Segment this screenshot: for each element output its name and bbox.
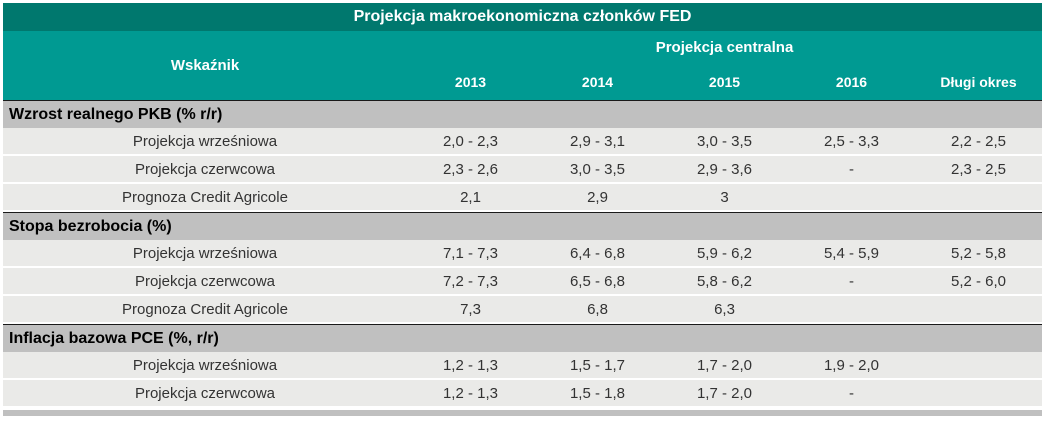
header-row-group: Wskaźnik Projekcja centralna bbox=[3, 31, 1043, 100]
row-label: Projekcja czerwcowa bbox=[3, 268, 407, 296]
row-label: Prognoza Credit Agricole bbox=[3, 184, 407, 212]
row-label: Projekcja czerwcowa bbox=[3, 380, 407, 408]
section-row-unemployment: Stopa bezrobocia (%) bbox=[3, 212, 1043, 240]
cell-value: 1,5 - 1,7 bbox=[534, 352, 661, 380]
cell-value: 2,9 - 3,1 bbox=[534, 128, 661, 156]
section-header-gdp: Wzrost realnego PKB (% r/r) bbox=[3, 100, 1043, 128]
cell-value: 2,5 - 3,3 bbox=[788, 128, 915, 156]
cell-value bbox=[915, 296, 1043, 324]
row-label: Projekcja wrześniowa bbox=[3, 352, 407, 380]
cell-value: 7,3 bbox=[407, 296, 534, 324]
section-header-unemployment: Stopa bezrobocia (%) bbox=[3, 212, 1043, 240]
cell-value: 5,9 - 6,2 bbox=[661, 240, 788, 268]
row-label: Projekcja wrześniowa bbox=[3, 128, 407, 156]
cell-value: 1,2 - 1,3 bbox=[407, 380, 534, 408]
column-group-header: Projekcja centralna bbox=[407, 31, 1043, 63]
column-header-2016: 2016 bbox=[788, 63, 915, 100]
cell-value: 3,0 - 3,5 bbox=[661, 128, 788, 156]
cell-value: 5,2 - 5,8 bbox=[915, 240, 1043, 268]
cell-value: 2,0 - 2,3 bbox=[407, 128, 534, 156]
row-label: Projekcja wrześniowa bbox=[3, 240, 407, 268]
table-row: Projekcja wrześniowa 1,2 - 1,3 1,5 - 1,7… bbox=[3, 352, 1043, 380]
cell-value: 2,9 - 3,6 bbox=[661, 156, 788, 184]
cell-value: 1,2 - 1,3 bbox=[407, 352, 534, 380]
cell-value: 1,7 - 2,0 bbox=[661, 352, 788, 380]
table-row: Projekcja czerwcowa 2,3 - 2,6 3,0 - 3,5 … bbox=[3, 156, 1043, 184]
cell-value: 5,2 - 6,0 bbox=[915, 268, 1043, 296]
cell-value: 6,8 bbox=[534, 296, 661, 324]
cell-value: 2,2 - 2,5 bbox=[915, 128, 1043, 156]
cell-value: 3,0 - 3,5 bbox=[534, 156, 661, 184]
cell-value: 1,9 - 2,0 bbox=[788, 352, 915, 380]
column-header-2013: 2013 bbox=[407, 63, 534, 100]
row-label: Projekcja czerwcowa bbox=[3, 156, 407, 184]
cell-value: 5,4 - 5,9 bbox=[788, 240, 915, 268]
cell-value: 6,5 - 6,8 bbox=[534, 268, 661, 296]
cell-value bbox=[788, 184, 915, 212]
column-header-long-run: Długi okres bbox=[915, 63, 1043, 100]
table-row: Projekcja czerwcowa 1,2 - 1,3 1,5 - 1,8 … bbox=[3, 380, 1043, 408]
row-label: Prognoza Credit Agricole bbox=[3, 296, 407, 324]
cell-value: 2,9 bbox=[534, 184, 661, 212]
cell-value: 2,3 - 2,6 bbox=[407, 156, 534, 184]
cell-value: 6,3 bbox=[661, 296, 788, 324]
cell-value: 1,7 - 2,0 bbox=[661, 380, 788, 408]
cell-value: - bbox=[788, 156, 915, 184]
cell-value: 2,1 bbox=[407, 184, 534, 212]
section-row-inflation: Inflacja bazowa PCE (%, r/r) bbox=[3, 324, 1043, 352]
section-row-gdp: Wzrost realnego PKB (% r/r) bbox=[3, 100, 1043, 128]
cell-value: 6,4 - 6,8 bbox=[534, 240, 661, 268]
cell-value: 3 bbox=[661, 184, 788, 212]
cell-value bbox=[915, 184, 1043, 212]
cell-value: - bbox=[788, 268, 915, 296]
column-header-2014: 2014 bbox=[534, 63, 661, 100]
column-header-indicator: Wskaźnik bbox=[3, 31, 407, 100]
section-header-inflation: Inflacja bazowa PCE (%, r/r) bbox=[3, 324, 1043, 352]
page-title: Projekcja makroekonomiczna członków FED bbox=[3, 3, 1043, 31]
table-row: Projekcja wrześniowa 2,0 - 2,3 2,9 - 3,1… bbox=[3, 128, 1043, 156]
table-row: Prognoza Credit Agricole 2,1 2,9 3 bbox=[3, 184, 1043, 212]
table-row: Projekcja wrześniowa 7,1 - 7,3 6,4 - 6,8… bbox=[3, 240, 1043, 268]
table-row: Projekcja czerwcowa 7,2 - 7,3 6,5 - 6,8 … bbox=[3, 268, 1043, 296]
cell-value bbox=[915, 380, 1043, 408]
cell-value: 2,3 - 2,5 bbox=[915, 156, 1043, 184]
column-header-2015: 2015 bbox=[661, 63, 788, 100]
table-bottom-edge bbox=[3, 408, 1042, 416]
title-row: Projekcja makroekonomiczna członków FED bbox=[3, 3, 1043, 31]
cell-value: 7,1 - 7,3 bbox=[407, 240, 534, 268]
cell-value bbox=[788, 296, 915, 324]
cell-value: 1,5 - 1,8 bbox=[534, 380, 661, 408]
table-row: Prognoza Credit Agricole 7,3 6,8 6,3 bbox=[3, 296, 1043, 324]
cell-value: - bbox=[788, 380, 915, 408]
cell-value: 5,8 - 6,2 bbox=[661, 268, 788, 296]
fed-projections-table: Projekcja makroekonomiczna członków FED … bbox=[3, 3, 1043, 408]
cell-value bbox=[915, 352, 1043, 380]
cell-value: 7,2 - 7,3 bbox=[407, 268, 534, 296]
header-row-years: 2013 2014 2015 2016 Długi okres bbox=[3, 63, 1043, 100]
